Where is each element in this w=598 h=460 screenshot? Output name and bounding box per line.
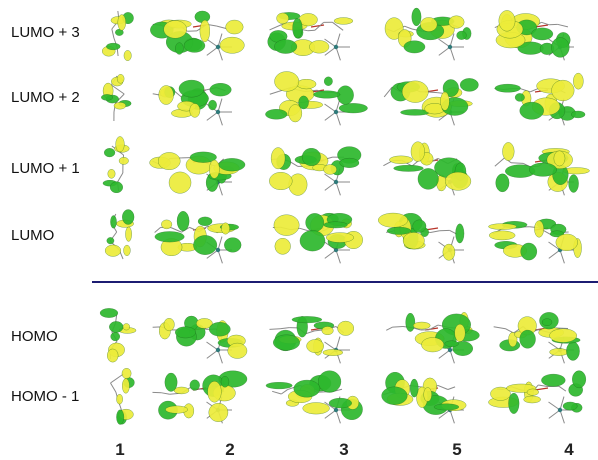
orbital-plot-r2-c2 (269, 147, 361, 196)
orbital-plot-r3-c0 (105, 210, 134, 259)
orbital-plot-r4-c0 (100, 308, 136, 362)
orbital-plot-r0-c0 (102, 11, 133, 61)
orbital-plot-r1-c0 (101, 74, 131, 121)
row-label-lumo-plus-3: LUMO + 3 (11, 24, 80, 42)
orbital-plot-r4-c1 (153, 316, 247, 363)
orbital-plot-r4-c4 (494, 312, 581, 363)
column-label-4: 4 (559, 440, 579, 460)
orbital-plot-r2-c1 (150, 152, 245, 195)
row-label-lumo-plus-1: LUMO + 1 (11, 160, 80, 178)
orbital-plot-r4-c3 (386, 312, 479, 363)
orbital-plot-r3-c3 (378, 213, 464, 263)
row-label-lumo: LUMO (11, 227, 54, 245)
orbital-plot-r0-c1 (150, 11, 244, 60)
orbital-plot-r2-c3 (383, 142, 471, 196)
column-label-2: 2 (220, 440, 240, 460)
orbital-plot-r1-c2 (265, 71, 367, 125)
row-label-homo: HOMO (11, 328, 58, 346)
orbital-plot-r4-c2 (269, 316, 353, 363)
orbital-plot-r0-c2 (268, 12, 353, 60)
orbital-plot-r5-c4 (488, 371, 585, 424)
row-label-lumo-plus-2: LUMO + 2 (11, 89, 80, 107)
orbital-plot-r0-c4 (495, 10, 574, 60)
column-label-1: 1 (110, 440, 130, 460)
orbital-plot-r1-c1 (153, 80, 232, 125)
orbital-plot-r5-c2 (266, 371, 363, 424)
orbital-plot-r1-c3 (384, 78, 478, 125)
orbital-plot-r2-c4 (495, 142, 590, 195)
orbital-plot-r5-c0 (110, 368, 134, 424)
orbital-plot-r3-c4 (488, 219, 581, 263)
row-label-homo-minus-1: HOMO - 1 (11, 388, 79, 406)
orbital-plot-r5-c3 (382, 372, 467, 423)
orbital-plot-r3-c2 (273, 213, 363, 263)
orbital-plot-r0-c3 (385, 8, 471, 60)
column-label-3: 3 (334, 440, 354, 460)
lumo-homo-divider (92, 281, 598, 283)
orbital-plot-r3-c1 (155, 211, 242, 263)
orbital-plot-r5-c1 (152, 371, 247, 424)
orbital-plot-r1-c4 (495, 73, 586, 125)
orbital-plot-r2-c0 (103, 136, 129, 192)
column-label-5: 5 (447, 440, 467, 460)
